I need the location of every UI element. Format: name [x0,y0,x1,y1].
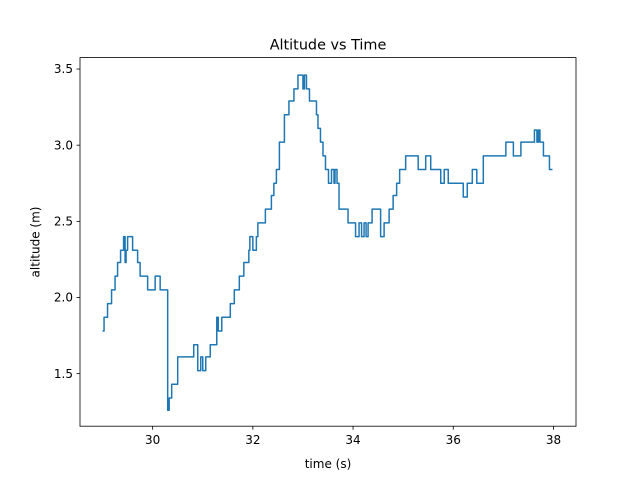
y-tick-label: 2.0 [54,291,73,305]
y-axis-ticks: 1.5 2.0 2.5 3.0 3.5 [54,62,80,381]
x-tick-label: 34 [345,433,360,447]
x-tick-label: 36 [446,433,461,447]
y-tick-label: 3.5 [54,62,73,76]
y-tick-label: 1.5 [54,367,73,381]
plot-frame [79,57,577,427]
x-axis-title: time (s) [305,457,352,471]
series-line-0 [102,74,553,411]
x-tick-label: 30 [145,433,160,447]
x-tick-label: 38 [546,433,561,447]
y-tick-label: 3.0 [54,138,73,152]
x-tick-label: 32 [245,433,260,447]
plot-area [102,74,553,411]
x-axis-ticks: 30 32 34 36 38 [145,426,561,447]
chart-title: Altitude vs Time [270,38,387,54]
y-tick-label: 2.5 [54,215,73,229]
y-axis-title: altitude (m) [29,207,43,278]
